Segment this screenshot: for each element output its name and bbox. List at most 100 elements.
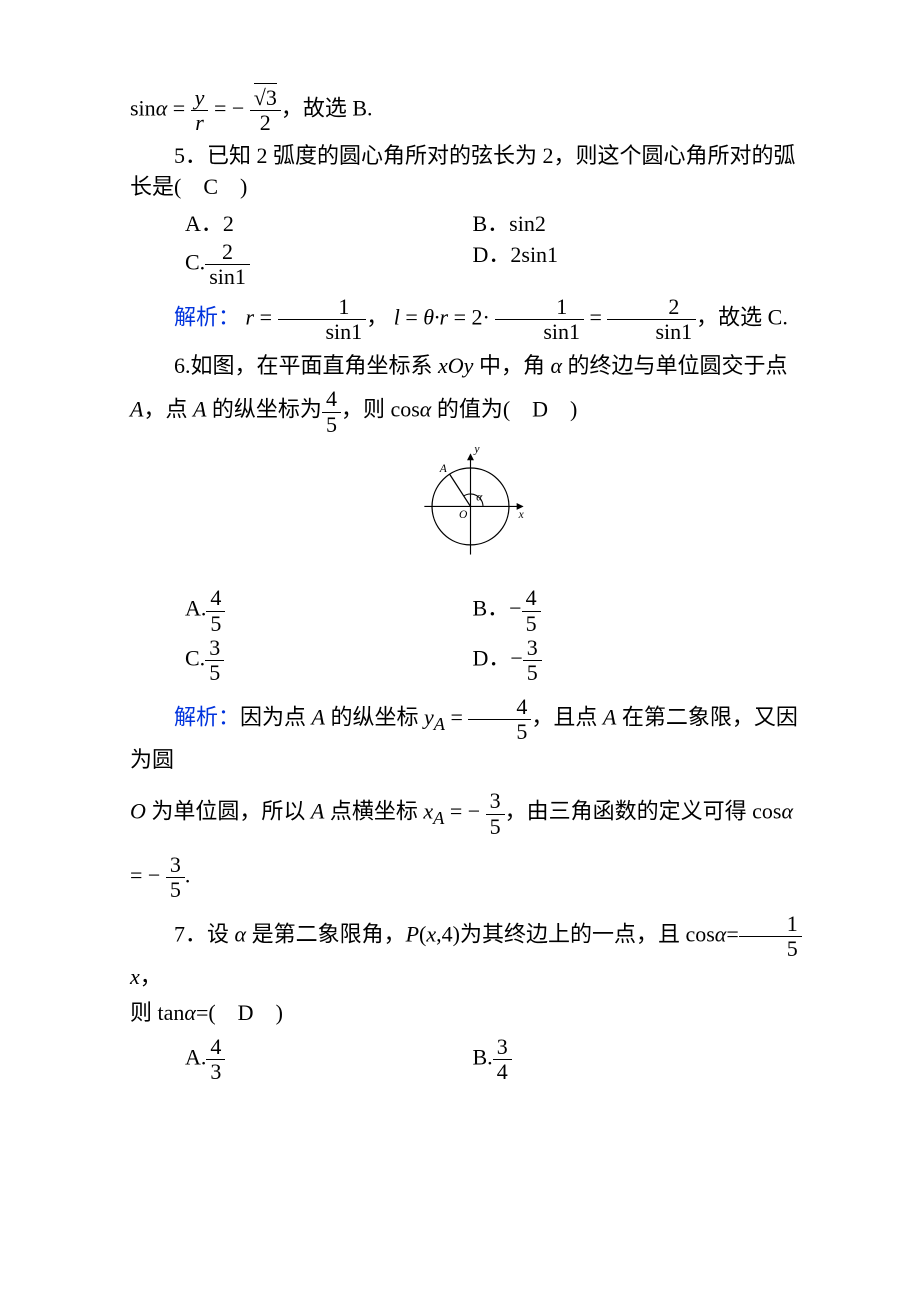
sub-A: A — [434, 714, 445, 734]
q6-solution-line2: O 为单位圆，所以 A 点横坐标 xA = − 35，由三角函数的定义可得 co… — [130, 789, 810, 838]
q5-optC: C. 2 sin1 — [130, 240, 473, 289]
label: B．− — [473, 596, 522, 621]
y: y — [424, 705, 434, 730]
A: A — [193, 397, 206, 422]
sep: ， — [366, 305, 388, 330]
frac: 2sin1 — [607, 295, 696, 344]
label: D．− — [473, 646, 523, 671]
den: r — [191, 111, 209, 135]
var-l: l — [394, 305, 400, 330]
q6-options-row1: A.45 B．−45 — [130, 586, 810, 635]
num: √3 — [250, 86, 281, 111]
ans-label: 解析： — [174, 305, 240, 330]
num: 4 — [322, 387, 341, 412]
q5-solution: 解析： r = 1sin1， l = θ·r = 2· 1sin1 = 2sin… — [130, 295, 810, 344]
theta-r: θ·r — [423, 305, 448, 330]
txt: sin — [130, 96, 156, 121]
eq: = 2· — [454, 305, 490, 330]
eq: = — [260, 305, 272, 330]
num: 4 — [206, 1035, 225, 1060]
txt: ，且点 — [531, 705, 603, 730]
alpha: α — [184, 1000, 196, 1025]
den: 5 — [205, 661, 224, 685]
q6-solution-line1: 解析：因为点 A 的纵坐标 yA = 45，且点 A 在第二象限，又因为圆 — [130, 695, 810, 775]
x: x — [130, 964, 140, 989]
txt: 的终边与单位圆交于点 — [562, 353, 788, 378]
den: 5 — [522, 612, 541, 636]
x: x — [426, 922, 436, 947]
label-x: x — [517, 509, 524, 521]
frac: 45 — [468, 695, 531, 744]
den: 2 — [250, 111, 281, 135]
frac: 45 — [206, 586, 225, 635]
period: . — [185, 863, 191, 888]
frac-4-5: 45 — [322, 387, 341, 436]
alpha: α — [715, 922, 727, 947]
eq: = − — [130, 863, 160, 888]
frac: 34 — [493, 1035, 512, 1084]
txt: ，则 cos — [341, 397, 420, 422]
frac: 35 — [486, 789, 505, 838]
q6-stem-line1: 6.如图，在平面直角坐标系 xOy 中，角 α 的终边与单位圆交于点 — [130, 351, 810, 382]
q5-options-row1: A．2 B．sin2 — [130, 209, 810, 240]
q7-optB: B.34 — [473, 1035, 811, 1084]
frac-sqrt3-2: √3 2 — [250, 86, 281, 135]
den: sin1 — [495, 320, 584, 344]
num: 2 — [607, 295, 696, 320]
x: x — [423, 799, 433, 824]
frac: 35 — [205, 636, 224, 685]
den: sin1 — [607, 320, 696, 344]
A: A — [312, 705, 325, 730]
txt: ,4)为其终边上的一点，且 cos — [436, 922, 715, 947]
frac: 35 — [523, 636, 542, 685]
num: 3 — [205, 636, 224, 661]
q7-stem-line2: 则 tanα=( D ) — [130, 998, 810, 1029]
alpha: α — [782, 799, 794, 824]
txt: ，故选 B. — [281, 96, 373, 121]
frac: 2 sin1 — [205, 240, 250, 289]
q6-stem-line2: A，点 A 的纵坐标为45，则 cosα 的值为( D ) — [130, 387, 810, 436]
txt: 则 tan — [130, 1000, 184, 1025]
q6-options-row2: C.35 D．−35 — [130, 636, 810, 685]
sub-A: A — [433, 809, 444, 829]
alpha: α — [235, 922, 247, 947]
q7-stem-line1: 7．设 α 是第二象限角，P(x,4)为其终边上的一点，且 cosα=15x， — [130, 912, 810, 992]
den: 5 — [206, 612, 225, 636]
q5-stem: 5．已知 2 弧度的圆心角所对的弦长为 2，则这个圆心角所对的弧长是( C ) — [130, 141, 810, 203]
num: 2 — [205, 240, 250, 265]
q7-options-row1: A.43 B.34 — [130, 1035, 810, 1084]
label: C. — [185, 250, 205, 275]
alpha: α — [420, 397, 432, 422]
num: 4 — [468, 695, 531, 720]
den: sin1 — [205, 265, 250, 289]
num: 3 — [493, 1035, 512, 1060]
frac: 45 — [522, 586, 541, 635]
label: C. — [185, 646, 205, 671]
den: 3 — [206, 1060, 225, 1084]
frac: 43 — [206, 1035, 225, 1084]
txt: ，由三角函数的定义可得 cos — [505, 799, 782, 824]
txt: 点横坐标 — [324, 799, 423, 824]
A: A — [603, 705, 616, 730]
eq: = — [405, 305, 417, 330]
den: 5 — [322, 413, 341, 437]
num: 3 — [523, 636, 542, 661]
den: 5 — [739, 937, 802, 961]
txt: 中，角 — [473, 353, 550, 378]
txt: 的纵坐标为 — [206, 397, 322, 422]
unit-circle-diagram: A y x O α — [403, 443, 538, 568]
frac: 35 — [166, 853, 185, 902]
eq: = — [173, 96, 185, 121]
label: B. — [473, 1045, 493, 1070]
num: 4 — [206, 586, 225, 611]
q6-optD: D．−35 — [473, 636, 811, 685]
txt: 6.如图，在平面直角坐标系 — [174, 353, 438, 378]
txt: 7．设 — [174, 922, 235, 947]
label: A. — [185, 1045, 206, 1070]
frac-1-5: 15 — [739, 912, 802, 961]
A: A — [311, 799, 324, 824]
comma: ， — [140, 964, 162, 989]
txt: 是第二象限角， — [246, 922, 406, 947]
q5-optB: B．sin2 — [473, 209, 811, 240]
label-y: y — [473, 443, 480, 455]
